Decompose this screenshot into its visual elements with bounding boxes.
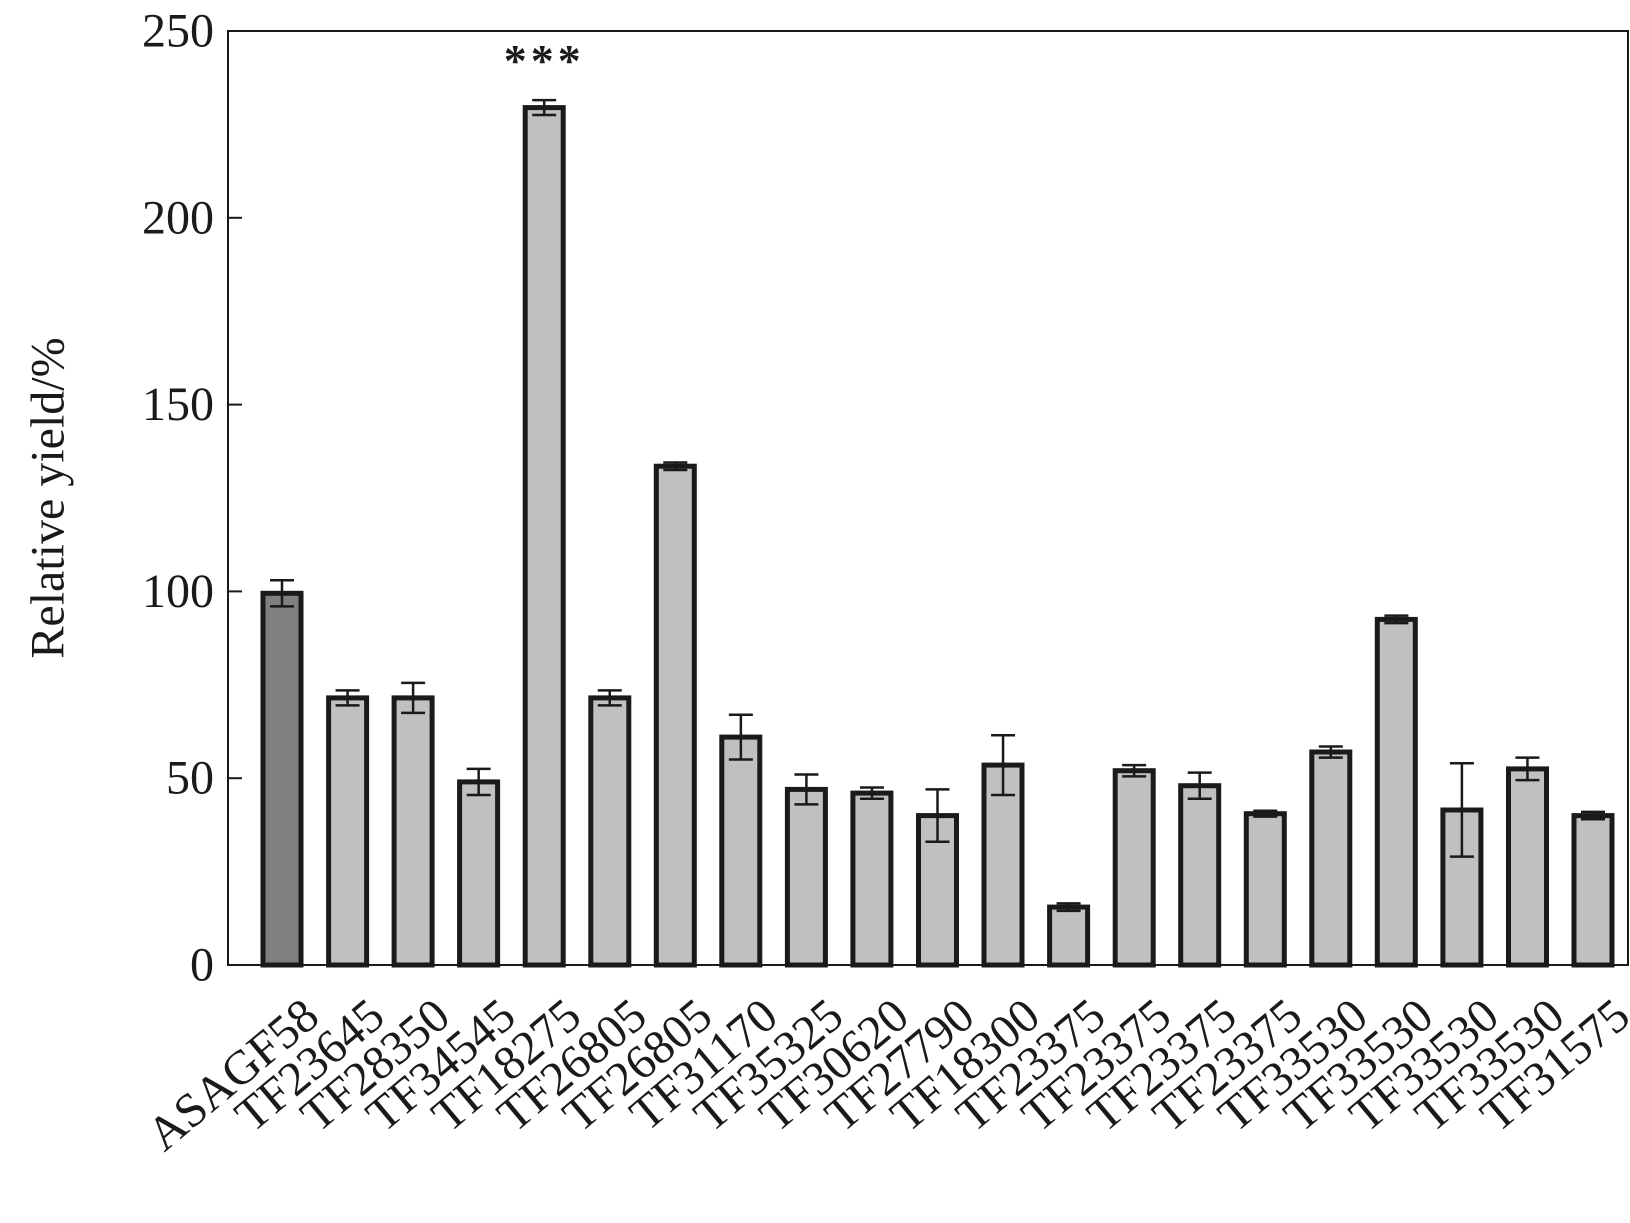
bar-14 [1181,786,1219,965]
y-tick-label-2: 100 [142,565,214,618]
significance-label-0: *** [504,35,585,86]
bar-2 [394,698,432,965]
bar-12 [1050,907,1088,965]
bar-9 [853,793,891,965]
bar-1 [329,698,367,965]
bar-5 [591,698,629,965]
bar-0 [263,593,301,965]
bar-13 [1115,771,1153,965]
y-tick-label-4: 200 [142,191,214,244]
y-axis-title: Relative yield/% [22,337,75,658]
labels-group: ASAGF58TF23645TF28350TF34545TF18275TF268… [137,5,1630,1162]
y-tick-label-3: 150 [142,378,214,431]
bar-16 [1312,752,1350,965]
y-tick-label-5: 250 [142,5,214,58]
bar-15 [1246,814,1284,965]
bar-3 [460,782,498,965]
bar-17 [1377,619,1415,965]
bar-7 [722,737,760,965]
bar-19 [1509,769,1547,965]
y-tick-label-1: 50 [166,752,214,805]
bar-20 [1574,816,1612,965]
bar-4 [525,108,563,965]
bar-8 [787,789,825,965]
y-tick-label-0: 0 [190,939,214,992]
bar-6 [656,466,694,965]
